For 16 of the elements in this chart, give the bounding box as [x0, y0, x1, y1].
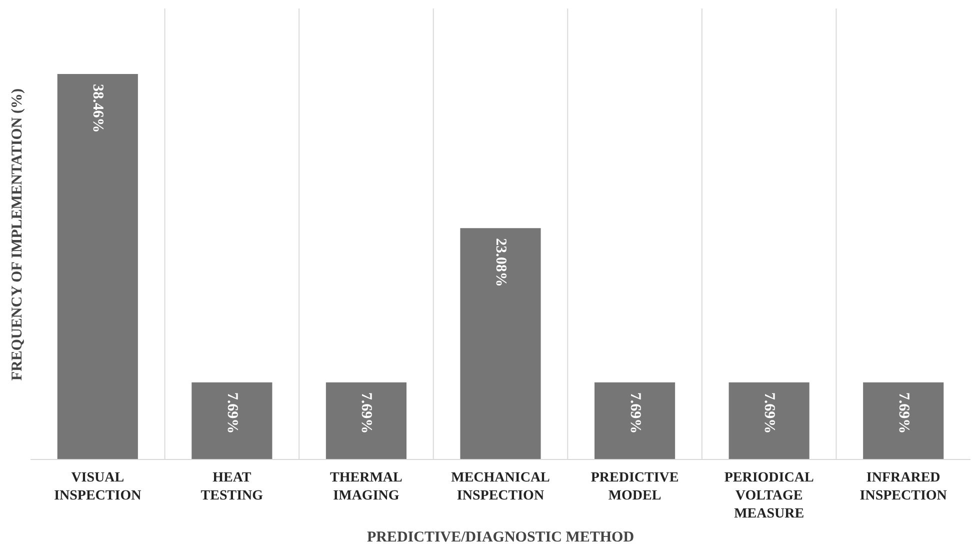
- data-label: 7.69%: [761, 392, 778, 434]
- x-tick-label: PREDICTIVE MODEL: [590, 470, 679, 504]
- x-tick-label: HEAT TESTING: [200, 470, 264, 504]
- data-label: 7.69%: [626, 392, 643, 434]
- data-label: 7.69%: [358, 392, 374, 434]
- x-tick-label: THERMAL IMAGING: [330, 470, 402, 504]
- x-tick-label: VISUAL INSPECTION: [54, 470, 142, 504]
- data-label: 7.69%: [895, 392, 912, 434]
- x-axis-title: PREDICTIVE/DIAGNOSTIC METHOD: [366, 530, 634, 546]
- y-axis-title: FREQUENCY OF IMPLEMENTATION (%): [10, 88, 26, 381]
- x-tick-label: MECHANICAL INSPECTION: [451, 470, 550, 504]
- x-tick-label: INFRARED INSPECTION: [860, 470, 947, 504]
- data-label: 38.46%: [90, 84, 106, 133]
- x-tick-label: PERIODICAL VOLTAGE MEASURE: [724, 470, 814, 522]
- data-label: 7.69%: [224, 392, 240, 434]
- data-label: 23.08%: [492, 238, 508, 287]
